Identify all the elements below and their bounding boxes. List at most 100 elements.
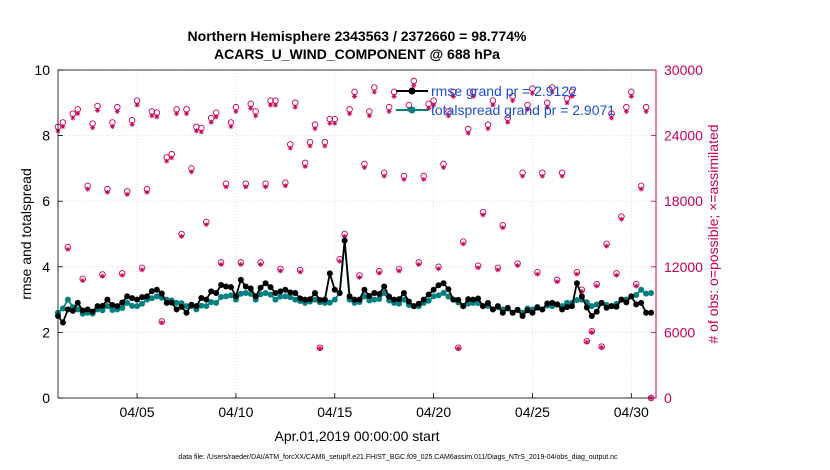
obs-assimilated-marker — [396, 268, 402, 274]
rmse-point — [168, 299, 175, 306]
y-left-tick-label: 8 — [42, 128, 50, 144]
rmse-point — [499, 309, 506, 316]
rmse-point — [391, 296, 398, 303]
y-right-axis-ticks: 0 6000 12000 18000 24000 30000 — [651, 62, 703, 406]
spread-point — [361, 293, 368, 300]
rmse-point — [361, 286, 368, 293]
obs-assimilated-marker — [475, 265, 481, 271]
spread-point — [425, 297, 432, 304]
obs-assimilated-marker — [272, 102, 278, 108]
obs-assimilated-marker — [589, 329, 595, 335]
rmse-point — [603, 304, 610, 311]
obs-assimilated-marker — [638, 186, 644, 192]
rmse-point — [247, 285, 254, 292]
obs-assimilated-marker — [559, 173, 565, 179]
rmse-point — [302, 296, 309, 303]
rmse-point — [554, 301, 561, 308]
rmse-series — [55, 237, 655, 326]
obs-assimilated-marker — [376, 270, 382, 276]
rmse-point — [336, 290, 343, 297]
spread-point — [257, 291, 264, 298]
rmse-point — [223, 283, 230, 290]
obs-assimilated-marker — [356, 274, 362, 280]
rmse-point — [203, 296, 210, 303]
rmse-point — [430, 286, 437, 293]
rmse-point — [351, 296, 358, 303]
obs-assimilated-marker — [416, 261, 422, 267]
rmse-point — [356, 296, 363, 303]
obs-assimilated-marker — [164, 158, 170, 164]
rmse-point — [440, 280, 447, 287]
obs-assimilated-marker — [154, 114, 160, 120]
rmse-point — [573, 280, 580, 287]
x-tick-label: 04/20 — [416, 404, 451, 420]
obs-assimilated-marker — [174, 111, 180, 117]
obs-assimilated-marker — [80, 278, 86, 284]
spread-point — [430, 293, 437, 300]
rmse-point — [470, 296, 477, 303]
obs-assimilated-marker — [104, 189, 110, 195]
obs-assimilated-marker — [609, 115, 615, 121]
rmse-point — [326, 270, 333, 277]
rmse-point — [139, 294, 146, 301]
rmse-point — [74, 299, 81, 306]
obs-assimilated-marker — [628, 93, 634, 99]
rmse-point — [307, 296, 314, 303]
x-axis-label: Apr.01,2019 00:00:00 start — [274, 428, 439, 444]
obs-assimilated-marker — [381, 173, 387, 179]
footer-data-file: data file: /Users/raeder/DAI/ATM_forcXX/… — [178, 454, 618, 461]
obs-assimilated-marker — [248, 105, 254, 111]
spread-point — [139, 300, 146, 307]
rmse-point — [539, 306, 546, 313]
x-tick-label: 04/05 — [120, 404, 155, 420]
rmse-point — [381, 283, 388, 290]
obs-assimilated-marker — [643, 109, 649, 115]
legend: rmse grand pr = 2.9122 totalspread grand… — [396, 83, 615, 118]
rmse-point — [104, 296, 111, 303]
obs-assimilated-marker — [539, 173, 545, 179]
obs-assimilated-marker — [594, 283, 600, 289]
chart-title-line1: Northern Hemisphere 2343563 / 2372660 = … — [188, 28, 527, 44]
rmse-point — [618, 296, 625, 303]
y-axis-label-right: # of obs: o=possible; ×=assimilated — [705, 124, 721, 343]
obs-assimilated-marker — [223, 184, 229, 190]
rmse-point — [311, 290, 318, 297]
spread-point — [223, 293, 230, 300]
spread-point — [435, 292, 442, 299]
spread-point — [218, 294, 225, 301]
rmse-point — [623, 299, 630, 306]
rmse-point — [480, 303, 487, 310]
spread-point — [400, 296, 407, 303]
obs-assimilated-marker — [599, 344, 605, 350]
obs-assimilated-marker — [287, 145, 293, 151]
rmse-point — [524, 307, 531, 314]
obs-assimilated-marker — [95, 107, 101, 113]
obs-assimilated-marker — [203, 222, 209, 228]
obs-assimilated-marker — [554, 279, 560, 285]
spread-point — [237, 290, 244, 297]
spread-point — [593, 301, 600, 308]
y-right-tick-label: 12000 — [664, 259, 703, 275]
rmse-point — [94, 303, 101, 310]
spread-point — [633, 291, 640, 298]
obs-assimilated-marker — [183, 111, 189, 117]
rmse-point — [321, 296, 328, 303]
obs-assimilated-marker — [534, 271, 540, 277]
obs-assimilated-marker — [282, 183, 288, 189]
rmse-point — [237, 276, 244, 283]
spread-point — [643, 290, 650, 297]
rmse-point — [534, 304, 541, 311]
obs-assimilated-marker — [317, 345, 323, 351]
obs-assimilated-marker — [352, 93, 358, 99]
obs-assimilated-marker — [569, 93, 575, 99]
rmse-point — [267, 284, 274, 291]
x-tick-label: 04/15 — [317, 404, 352, 420]
rmse-point — [173, 306, 180, 313]
obs-assimilated-marker — [75, 111, 81, 117]
y-right-tick-label: 6000 — [664, 324, 695, 340]
rmse-point — [598, 299, 605, 306]
spread-point — [262, 290, 269, 297]
rmse-point — [297, 295, 304, 302]
rmse-point — [608, 303, 615, 310]
rmse-point — [69, 307, 76, 314]
